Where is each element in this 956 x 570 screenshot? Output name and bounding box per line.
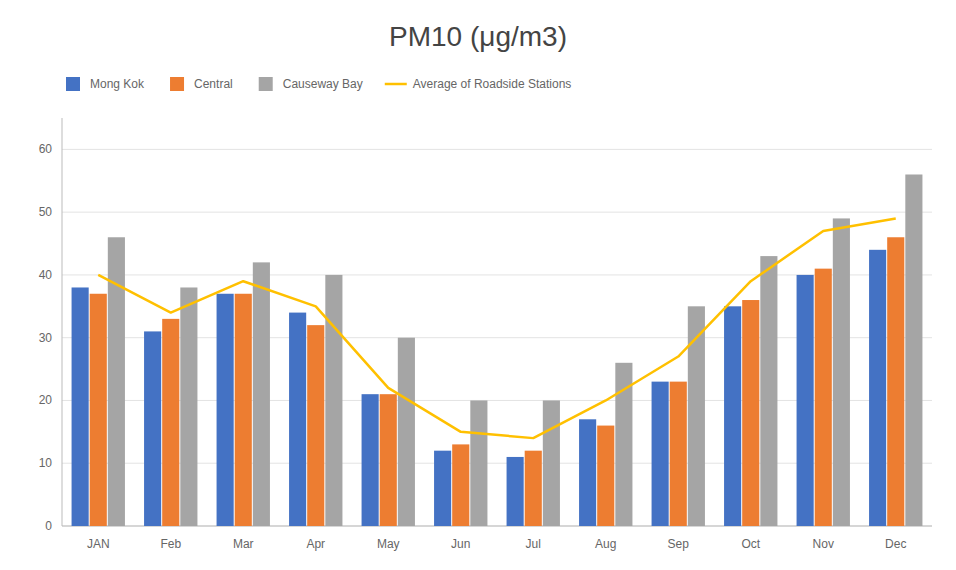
grid-line xyxy=(62,149,932,150)
bar xyxy=(597,426,614,526)
bar xyxy=(670,382,687,526)
legend-label: Average of Roadside Stations xyxy=(413,77,572,91)
bar xyxy=(470,400,487,526)
legend-swatch xyxy=(259,77,273,91)
bar xyxy=(253,262,270,526)
y-tick-label: 50 xyxy=(39,205,53,219)
bar xyxy=(144,331,161,526)
bar xyxy=(217,294,234,526)
bar xyxy=(289,313,306,526)
bar xyxy=(72,287,89,526)
bar xyxy=(905,174,922,526)
x-tick-label: May xyxy=(377,537,400,551)
grid-line xyxy=(62,212,932,213)
line xyxy=(98,218,896,438)
bar xyxy=(833,218,850,526)
title: PM10 (μg/m3) xyxy=(389,21,567,52)
x-tick-label: Nov xyxy=(813,537,834,551)
bar xyxy=(742,300,759,526)
legend-label: Causeway Bay xyxy=(283,77,363,91)
legend-swatch xyxy=(170,77,184,91)
bar xyxy=(507,457,524,526)
bar xyxy=(362,394,379,526)
bar xyxy=(235,294,252,526)
x-tick-label: Feb xyxy=(160,537,181,551)
y-tick-label: 30 xyxy=(39,331,53,345)
bar xyxy=(180,287,197,526)
y-tick-label: 40 xyxy=(39,268,53,282)
y-axis xyxy=(62,118,63,526)
x-tick-label: Aug xyxy=(595,537,616,551)
bar xyxy=(162,319,179,526)
bar xyxy=(307,325,324,526)
bar xyxy=(760,256,777,526)
legend-label: Mong Kok xyxy=(90,77,145,91)
bar xyxy=(434,451,451,526)
bar xyxy=(869,250,886,526)
bar xyxy=(452,444,469,526)
y-tick-label: 10 xyxy=(39,456,53,470)
legend-swatch xyxy=(385,83,407,86)
x-tick-label: Jun xyxy=(451,537,470,551)
x-tick-label: JAN xyxy=(87,537,110,551)
x-tick-label: Oct xyxy=(741,537,760,551)
legend-swatch xyxy=(66,77,80,91)
bar xyxy=(797,275,814,526)
grid xyxy=(62,149,932,526)
chart: PM10 (μg/m3) 0 10 20 30 40 50 60 JAN Feb Mar Apr May… xyxy=(0,0,956,570)
y-tick-label: 0 xyxy=(45,519,52,533)
bar xyxy=(652,382,669,526)
bar xyxy=(543,400,560,526)
y-tick-label: 60 xyxy=(39,142,53,156)
background xyxy=(0,0,956,570)
x-tick-label: Dec xyxy=(885,537,906,551)
x-tick-label: Jul xyxy=(526,537,541,551)
bar xyxy=(887,237,904,526)
bar xyxy=(815,269,832,526)
bar xyxy=(380,394,397,526)
y-tick-label: 20 xyxy=(39,393,53,407)
bar xyxy=(90,294,107,526)
marks xyxy=(72,174,923,526)
bar xyxy=(724,306,741,526)
bar xyxy=(398,338,415,526)
legend: Mong Kok Central Causeway Bay Average of Ro… xyxy=(66,77,571,91)
bar xyxy=(579,419,596,526)
x-tick-label: Sep xyxy=(668,537,690,551)
bar xyxy=(325,275,342,526)
x-tick-label: Mar xyxy=(233,537,254,551)
legend-label: Central xyxy=(194,77,233,91)
x-tick-label: Apr xyxy=(306,537,325,551)
bar xyxy=(525,451,542,526)
